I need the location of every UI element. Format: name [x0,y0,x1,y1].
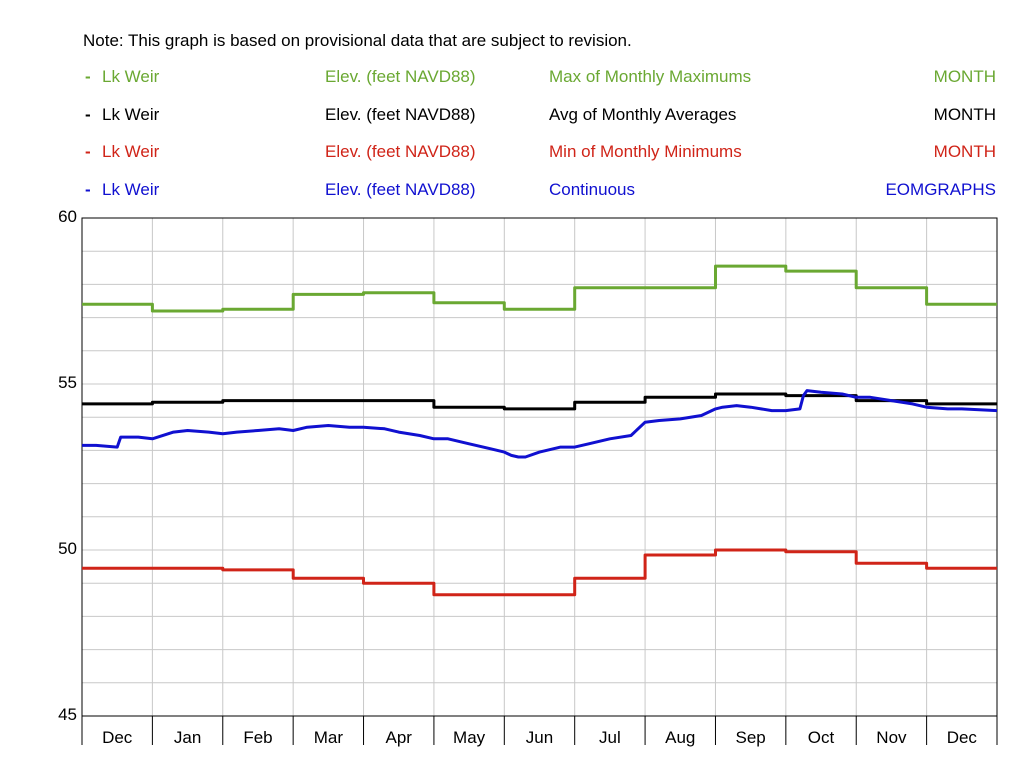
legend-row-avg: - Lk Weir Elev. (feet NAVD88) Avg of Mon… [0,105,1024,129]
legend-period: MONTH [933,142,996,161]
x-tick-label: Sep [736,728,766,747]
series-line-continuous [82,389,998,459]
legend-site: Lk Weir [102,142,160,161]
legend-statistic: Max of Monthly Maximums [549,67,752,86]
legend-site: Lk Weir [102,180,160,199]
legend-site: Lk Weir [102,67,160,86]
series-line-min-of-monthly-minimums [82,548,997,597]
x-tick-label: Nov [876,728,907,747]
legend-statistic: Min of Monthly Minimums [549,142,742,161]
x-tick-label: Jan [174,728,201,747]
legend-statistic: Continuous [549,180,636,199]
legend-period: MONTH [933,105,996,124]
x-tick-label: Dec [102,728,133,747]
x-tick-label: Mar [314,728,344,747]
y-tick-label: 55 [58,373,77,392]
legend-swatch: - [85,105,91,124]
y-tick-label: 45 [58,705,77,724]
legend-parameter: Elev. (feet NAVD88) [325,142,476,161]
legend-period: MONTH [933,67,996,86]
x-tick-label: Oct [808,728,835,747]
y-tick-label: 50 [58,539,77,558]
provisional-note: Note: This graph is based on provisional… [83,31,632,50]
legend-parameter: Elev. (feet NAVD88) [325,105,476,124]
x-tick-label: Feb [243,728,272,747]
x-tick-label: Dec [947,728,978,747]
legend-row-max: - Lk Weir Elev. (feet NAVD88) Max of Mon… [0,67,1024,91]
legend-row-min: - Lk Weir Elev. (feet NAVD88) Min of Mon… [0,142,1024,166]
x-tick-label: Jun [526,728,553,747]
x-tick-label: Apr [385,728,412,747]
legend-period: EOMGRAPHS [885,180,996,199]
legend-row-continuous: - Lk Weir Elev. (feet NAVD88) Continuous… [0,180,1024,204]
legend-site: Lk Weir [102,105,160,124]
legend-statistic: Avg of Monthly Averages [549,105,737,124]
series-line-max-of-monthly-maximums [82,264,997,313]
x-tick-label: May [453,728,486,747]
legend-swatch: - [85,142,91,161]
legend-parameter: Elev. (feet NAVD88) [325,180,476,199]
x-tick-label: Aug [665,728,695,747]
legend-swatch: - [85,180,91,199]
legend-swatch: - [85,67,91,86]
y-tick-label: 60 [58,207,77,226]
legend-parameter: Elev. (feet NAVD88) [325,67,476,86]
plot-frame [81,217,998,717]
x-tick-label: Jul [599,728,621,747]
